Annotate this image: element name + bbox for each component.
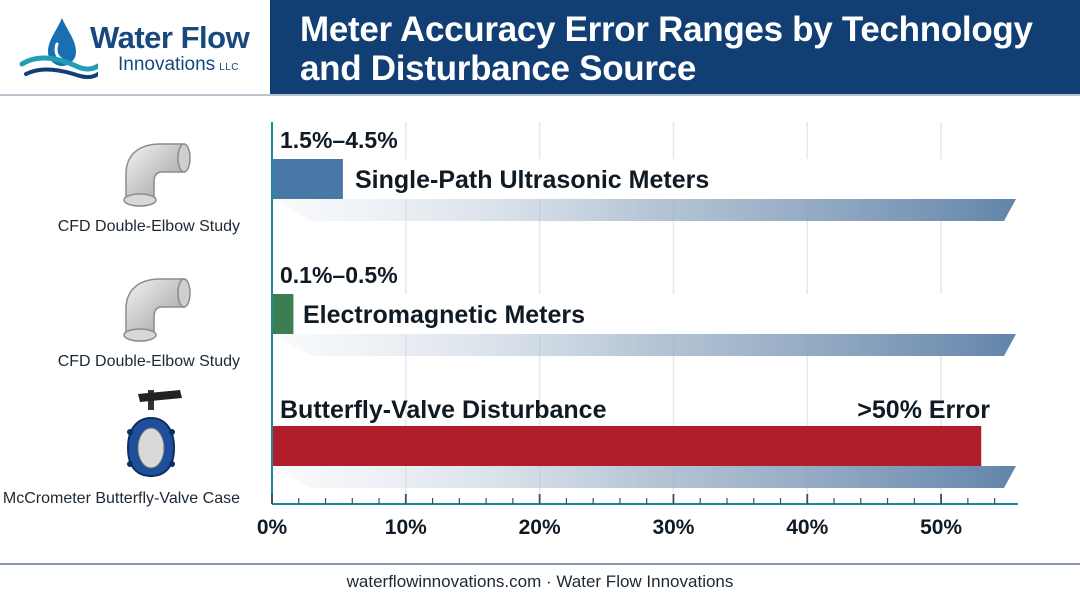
header: Water Flow Innovations LLC Meter Accuracy… (0, 0, 1080, 94)
logo: Water Flow Innovations LLC (18, 14, 258, 84)
category-label: Single-Path Ultrasonic Meters (355, 166, 709, 194)
x-tick-label: 0% (257, 516, 288, 539)
data-label: 1.5%–4.5% (280, 127, 398, 153)
page-title: Meter Accuracy Error Ranges by Technolog… (300, 10, 1033, 88)
bar-track (272, 294, 1016, 334)
x-tick-label: 10% (385, 516, 427, 539)
footer-text: waterflowinnovations.com · Water Flow In… (346, 572, 734, 591)
logo-suffix: LLC (219, 62, 240, 73)
pipe-elbow-icon (123, 143, 191, 207)
water-drop-logo-icon (19, 18, 98, 80)
data-label: >50% Error (857, 396, 990, 424)
logo-subtitle-text: Innovations (118, 54, 216, 75)
bar (272, 159, 343, 199)
logo-subtitle: Innovations LLC (118, 54, 239, 76)
footer-divider (0, 563, 1080, 565)
x-tick-label: 40% (786, 516, 828, 539)
category-label: Electromagnetic Meters (303, 301, 585, 329)
x-tick-label: 30% (652, 516, 694, 539)
error-range-chart: Single-Path Ultrasonic Meters 1.5%–4.5% CF… (3, 122, 1018, 539)
bar-shelf (272, 466, 1016, 488)
butterfly-valve-icon (126, 390, 182, 478)
x-tick-label: 50% (920, 516, 962, 539)
category-label: Butterfly-Valve Disturbance (280, 396, 607, 424)
bar-track (272, 159, 1016, 199)
pipe-elbow-icon (123, 278, 191, 342)
x-tick-label: 20% (519, 516, 561, 539)
bar (272, 426, 982, 466)
header-divider (0, 94, 1080, 96)
source-label: McCrometer Butterfly-Valve Case (3, 490, 240, 507)
bar-shelf (272, 199, 1016, 221)
bar (272, 294, 294, 334)
logo-name: Water Flow (90, 20, 250, 55)
source-label: CFD Double-Elbow Study (58, 353, 240, 370)
source-label: CFD Double-Elbow Study (58, 218, 240, 235)
data-label: 0.1%–0.5% (280, 262, 398, 288)
bar-shelf (272, 334, 1016, 356)
header-band (270, 0, 1080, 94)
